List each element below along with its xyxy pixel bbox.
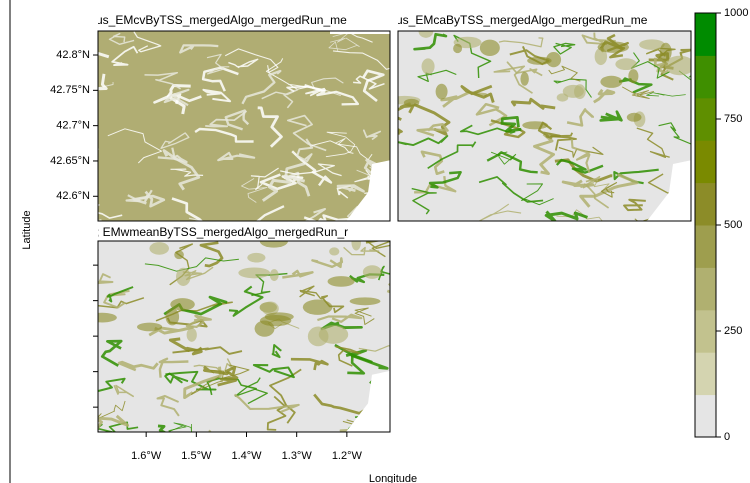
raster-patch xyxy=(404,99,419,107)
raster-patch xyxy=(328,276,355,287)
y-tick-label: 42.6°N xyxy=(56,190,90,202)
raster-patch xyxy=(350,297,381,305)
x-tick-label: 1.4°W xyxy=(231,450,262,462)
x-axis-label: Longitude xyxy=(369,473,417,483)
raster-patch xyxy=(255,321,275,337)
raster-patch xyxy=(170,298,195,310)
colorbar-bin xyxy=(695,395,716,438)
colorbar-tick-label: 500 xyxy=(724,219,742,231)
raster-patch xyxy=(265,312,294,321)
x-tick-label: 1.5°W xyxy=(181,450,212,462)
y-axis-label: Latitude xyxy=(21,210,33,249)
panel-title: ; EMwmeanByTSS_mergedAlgo_mergedRun_r xyxy=(96,225,348,239)
colorbar-bin xyxy=(695,267,716,310)
map-panel xyxy=(66,234,426,456)
colorbar-bin xyxy=(695,183,716,226)
raster-patch xyxy=(303,299,333,314)
x-tick-label: 1.2°W xyxy=(332,450,363,462)
raster-patch xyxy=(627,113,642,122)
y-tick-label: 42.65°N xyxy=(50,155,90,167)
raster-stream xyxy=(74,218,102,230)
x-tick-label: 1.6°W xyxy=(131,450,162,462)
raster-patch xyxy=(176,268,191,286)
y-tick-label: 42.7°N xyxy=(56,120,90,132)
x-tick-label: 1.3°W xyxy=(282,450,313,462)
raster-patch xyxy=(166,308,180,325)
colorbar-bin xyxy=(695,310,716,353)
raster-patch xyxy=(660,43,672,61)
raster-patch xyxy=(270,269,279,281)
colorbar-bin xyxy=(695,13,716,56)
colorbar-tick-label: 1000 xyxy=(724,7,748,19)
raster-patch xyxy=(453,44,462,53)
colorbar-bin xyxy=(695,225,716,268)
colorbar-bin xyxy=(695,98,716,141)
raster-patch xyxy=(480,40,500,56)
raster-patch xyxy=(329,247,339,255)
colorbar-tick-label: 750 xyxy=(724,113,742,125)
raster-patch xyxy=(422,58,435,74)
panel-title: us_EMcaByTSS_mergedAlgo_mergedRun_me xyxy=(396,13,648,27)
raster-patch xyxy=(137,323,162,332)
colorbar-bin xyxy=(695,140,716,183)
raster-patch xyxy=(436,84,448,100)
raster-patch xyxy=(563,85,584,98)
raster-patch xyxy=(149,242,169,255)
raster-background xyxy=(98,31,390,221)
map-panel xyxy=(45,28,415,247)
colorbar-tick-label: 250 xyxy=(724,325,742,337)
raster-patch xyxy=(520,72,528,86)
raster-patch xyxy=(238,267,270,278)
colorbar-tick-label: 0 xyxy=(724,431,730,443)
panel-title: us_EMcvByTSS_mergedAlgo_mergedRun_me xyxy=(96,13,347,27)
raster-patch xyxy=(187,328,197,342)
colorbar-bin xyxy=(695,55,716,98)
raster-patch xyxy=(598,41,629,52)
raster-patch xyxy=(247,253,265,263)
raster-patch xyxy=(600,76,622,88)
raster-stream xyxy=(164,430,211,448)
raster-patch xyxy=(351,234,361,250)
y-tick-label: 42.75°N xyxy=(50,84,90,96)
colorbar-bin xyxy=(695,352,716,395)
raster-patch xyxy=(174,250,184,259)
raster-patch xyxy=(308,326,329,346)
raster-patch xyxy=(615,58,636,70)
raster-patch xyxy=(546,52,561,67)
raster-patch xyxy=(363,265,382,279)
raster-patch xyxy=(628,69,638,83)
map-figure: Latitude Longitude us_EMcvByTSS_mergedAl… xyxy=(0,0,750,483)
map-panel xyxy=(381,25,720,234)
raster-patch xyxy=(522,121,548,129)
raster-patch xyxy=(87,313,117,323)
y-tick-label: 42.8°N xyxy=(56,49,90,61)
